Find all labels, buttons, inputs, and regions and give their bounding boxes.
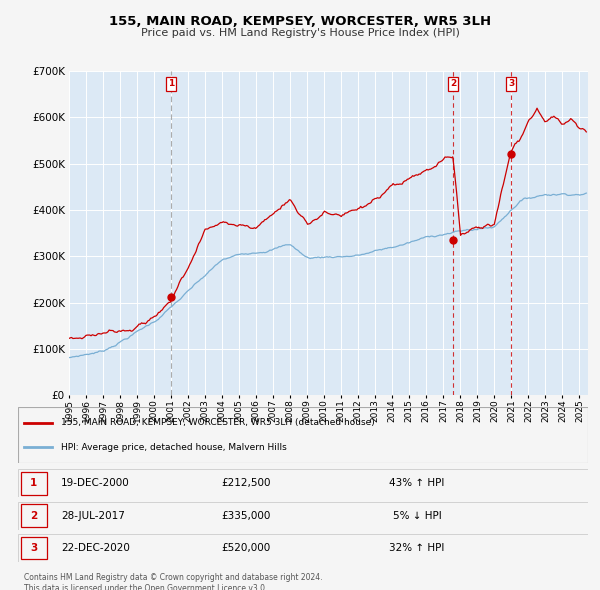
Text: £335,000: £335,000 <box>221 511 271 520</box>
Bar <box>21 537 47 559</box>
Text: 5% ↓ HPI: 5% ↓ HPI <box>392 511 442 520</box>
Text: 3: 3 <box>30 543 37 553</box>
Text: 1: 1 <box>30 478 37 488</box>
Text: £212,500: £212,500 <box>221 478 271 488</box>
Text: 2: 2 <box>30 511 37 520</box>
Text: HPI: Average price, detached house, Malvern Hills: HPI: Average price, detached house, Malv… <box>61 443 287 452</box>
Text: £520,000: £520,000 <box>221 543 271 553</box>
Text: 43% ↑ HPI: 43% ↑ HPI <box>389 478 445 488</box>
Text: 155, MAIN ROAD, KEMPSEY, WORCESTER, WR5 3LH: 155, MAIN ROAD, KEMPSEY, WORCESTER, WR5 … <box>109 15 491 28</box>
Bar <box>21 472 47 494</box>
Text: Price paid vs. HM Land Registry's House Price Index (HPI): Price paid vs. HM Land Registry's House … <box>140 28 460 38</box>
Text: 2: 2 <box>450 79 456 88</box>
Text: Contains HM Land Registry data © Crown copyright and database right 2024.
This d: Contains HM Land Registry data © Crown c… <box>24 573 323 590</box>
Text: 28-JUL-2017: 28-JUL-2017 <box>61 511 125 520</box>
Text: 3: 3 <box>508 79 514 88</box>
Text: 32% ↑ HPI: 32% ↑ HPI <box>389 543 445 553</box>
Text: 1: 1 <box>168 79 174 88</box>
Text: 19-DEC-2000: 19-DEC-2000 <box>61 478 130 488</box>
Text: 22-DEC-2020: 22-DEC-2020 <box>61 543 130 553</box>
Bar <box>21 504 47 527</box>
Text: 155, MAIN ROAD, KEMPSEY, WORCESTER, WR5 3LH (detached house): 155, MAIN ROAD, KEMPSEY, WORCESTER, WR5 … <box>61 418 374 427</box>
